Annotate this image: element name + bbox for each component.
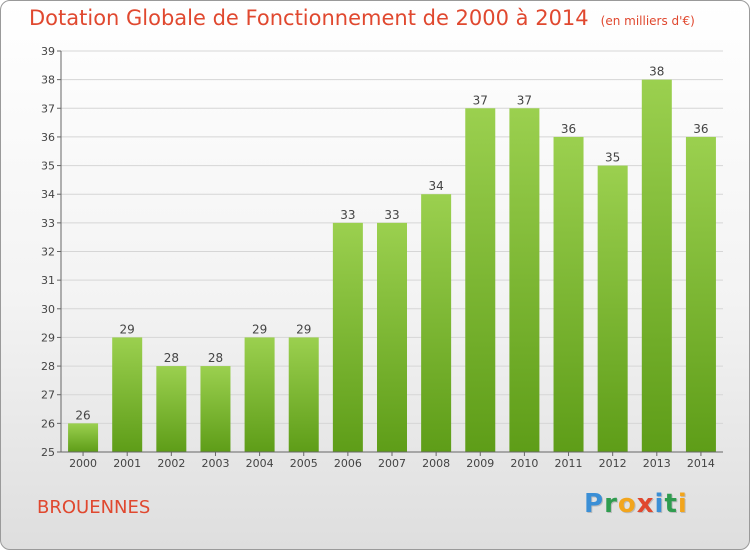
bar bbox=[244, 337, 275, 452]
x-tick-label: 2007 bbox=[378, 457, 406, 470]
value-label: 35 bbox=[605, 151, 620, 165]
commune-name: BROUENNES bbox=[37, 497, 151, 518]
proxiti-logo: Proxiti bbox=[584, 489, 688, 519]
bar bbox=[112, 337, 143, 452]
labels: 25 26 27 28 29 30 31 32 33 34 35 36 37 38 39 26 2000 29 20… bbox=[41, 45, 715, 470]
value-label: 29 bbox=[296, 322, 311, 336]
y-tick-label: 26 bbox=[41, 417, 55, 430]
x-tick-label: 2013 bbox=[643, 457, 671, 470]
x-tick-label: 2000 bbox=[69, 457, 97, 470]
bar bbox=[68, 423, 99, 452]
y-tick-label: 35 bbox=[41, 160, 55, 173]
value-label: 28 bbox=[208, 351, 223, 365]
x-tick-label: 2014 bbox=[687, 457, 715, 470]
y-tick-label: 33 bbox=[41, 217, 55, 230]
value-label: 29 bbox=[120, 322, 135, 336]
chart-title-text: Dotation Globale de Fonctionnement de 20… bbox=[29, 6, 589, 30]
y-tick-label: 32 bbox=[41, 246, 55, 259]
value-label: 36 bbox=[561, 122, 576, 136]
bar bbox=[597, 165, 628, 453]
bar bbox=[641, 79, 672, 453]
x-tick-label: 2009 bbox=[466, 457, 494, 470]
value-label: 34 bbox=[428, 179, 443, 193]
y-tick-label: 27 bbox=[41, 389, 55, 402]
y-tick-label: 36 bbox=[41, 131, 55, 144]
y-tick-label: 30 bbox=[41, 303, 55, 316]
y-tick-label: 34 bbox=[41, 188, 55, 201]
value-label: 26 bbox=[75, 408, 90, 422]
y-tick-label: 38 bbox=[41, 74, 55, 87]
y-tick-label: 28 bbox=[41, 360, 55, 373]
bar bbox=[465, 108, 496, 453]
value-label: 33 bbox=[384, 208, 399, 222]
x-tick-label: 2002 bbox=[157, 457, 185, 470]
x-tick-label: 2003 bbox=[201, 457, 229, 470]
bar bbox=[332, 222, 363, 452]
bar bbox=[509, 108, 540, 453]
y-tick-label: 25 bbox=[41, 446, 55, 459]
x-tick-label: 2005 bbox=[290, 457, 318, 470]
bar bbox=[553, 136, 584, 452]
x-tick-label: 2012 bbox=[599, 457, 627, 470]
bars bbox=[68, 79, 716, 453]
x-tick-label: 2006 bbox=[334, 457, 362, 470]
bar bbox=[377, 222, 407, 452]
value-label: 36 bbox=[693, 122, 708, 136]
x-tick-label: 2011 bbox=[555, 457, 583, 470]
value-label: 28 bbox=[164, 351, 179, 365]
value-label: 29 bbox=[252, 322, 267, 336]
chart-unit: (en milliers d'€) bbox=[600, 14, 695, 28]
y-tick-label: 31 bbox=[41, 274, 55, 287]
bar bbox=[156, 366, 187, 452]
chart-title: Dotation Globale de Fonctionnement de 20… bbox=[29, 6, 695, 30]
axes bbox=[57, 50, 723, 456]
bar bbox=[200, 366, 231, 452]
x-tick-label: 2008 bbox=[422, 457, 450, 470]
x-tick-label: 2010 bbox=[510, 457, 538, 470]
bar bbox=[685, 136, 716, 452]
bar bbox=[421, 194, 452, 452]
bar bbox=[288, 337, 319, 452]
x-tick-label: 2001 bbox=[113, 457, 141, 470]
y-tick-label: 39 bbox=[41, 45, 55, 58]
value-label: 38 bbox=[649, 65, 664, 79]
y-tick-label: 37 bbox=[41, 102, 55, 115]
x-tick-label: 2004 bbox=[246, 457, 274, 470]
value-label: 37 bbox=[517, 93, 532, 107]
value-label: 33 bbox=[340, 208, 355, 222]
value-label: 37 bbox=[473, 93, 488, 107]
y-tick-label: 29 bbox=[41, 331, 55, 344]
